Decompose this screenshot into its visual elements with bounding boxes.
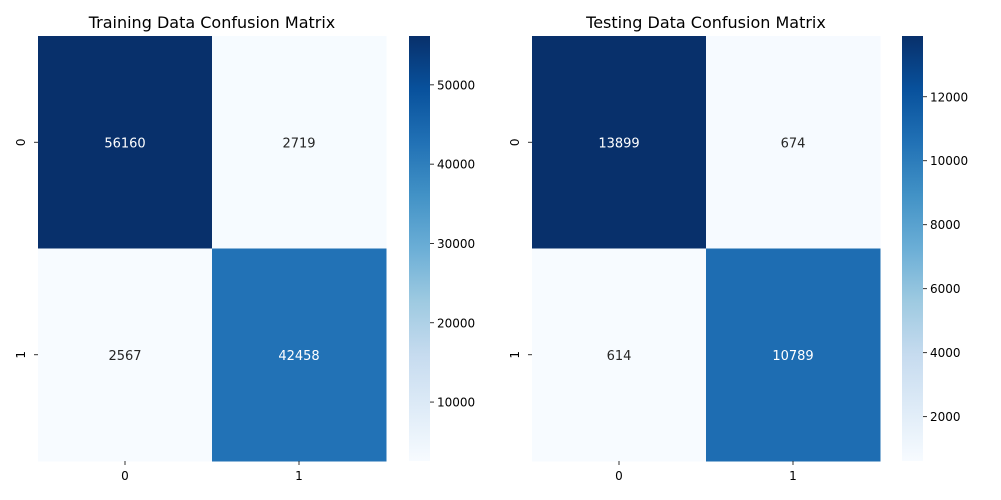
training-colorbar: 10000 20000 30000 40000 50000 bbox=[409, 36, 475, 461]
heatmap-cell-1-1 bbox=[706, 248, 881, 462]
heatmap-cell-1-0 bbox=[532, 248, 707, 462]
colorbar-tick-label: 12000 bbox=[930, 90, 968, 104]
training-heatmap-plot: 56160 2719 2567 42458 0 1 0 1 bbox=[14, 36, 387, 483]
testing-heatmap-chart: Testing Data Confusion Matrix 13899 674 61… bbox=[508, 13, 968, 483]
colorbar-tick-label: 2000 bbox=[930, 410, 961, 424]
colorbar-tick-label: 20000 bbox=[437, 316, 475, 330]
heatmap-cell-0-1 bbox=[212, 36, 387, 249]
colorbar-tick-label: 4000 bbox=[930, 346, 961, 360]
colorbar-gradient bbox=[902, 36, 923, 461]
cell-value-label-0-0: 56160 bbox=[104, 136, 145, 151]
x-tick-label: 1 bbox=[789, 469, 797, 483]
colorbar-tick-label: 10000 bbox=[437, 396, 475, 410]
cell-value-label-1-0: 614 bbox=[607, 349, 632, 364]
y-tick-label: 0 bbox=[14, 138, 28, 146]
testing-chart-title: Testing Data Confusion Matrix bbox=[585, 13, 826, 32]
colorbar-tick-label: 50000 bbox=[437, 78, 475, 92]
cell-value-label-1-1: 42458 bbox=[278, 349, 319, 364]
heatmap-cell-0-0 bbox=[38, 36, 213, 249]
x-tick-label: 0 bbox=[615, 469, 623, 483]
testing-heatmap-plot: 13899 674 614 10789 0 1 0 1 bbox=[508, 36, 881, 483]
colorbar-tick-label: 6000 bbox=[930, 282, 961, 296]
cell-value-label-0-0: 13899 bbox=[598, 136, 639, 151]
heatmap-cell-1-0 bbox=[38, 248, 213, 462]
training-heatmap-chart: Training Data Confusion Matrix 56160 2719… bbox=[14, 13, 475, 483]
x-tick-label: 1 bbox=[295, 469, 303, 483]
training-chart-title: Training Data Confusion Matrix bbox=[88, 13, 336, 32]
y-tick-label: 1 bbox=[14, 351, 28, 359]
colorbar-tick-label: 40000 bbox=[437, 158, 475, 172]
cell-value-label-0-1: 674 bbox=[781, 136, 806, 151]
testing-colorbar: 2000 4000 6000 8000 10000 12000 bbox=[902, 36, 968, 461]
x-tick-label: 0 bbox=[121, 469, 129, 483]
heatmap-cell-1-1 bbox=[212, 248, 387, 462]
heatmap-cell-0-0 bbox=[532, 36, 707, 249]
colorbar-tick-label: 30000 bbox=[437, 237, 475, 251]
cell-value-label-1-1: 10789 bbox=[772, 349, 813, 364]
y-tick-label: 0 bbox=[508, 138, 522, 146]
cell-value-label-0-1: 2719 bbox=[282, 136, 315, 151]
colorbar-tick-label: 10000 bbox=[930, 154, 968, 168]
y-tick-label: 1 bbox=[508, 351, 522, 359]
colorbar-gradient bbox=[409, 36, 430, 461]
colorbar-tick-label: 8000 bbox=[930, 218, 961, 232]
cell-value-label-1-0: 2567 bbox=[108, 349, 141, 364]
heatmap-cell-0-1 bbox=[706, 36, 881, 249]
